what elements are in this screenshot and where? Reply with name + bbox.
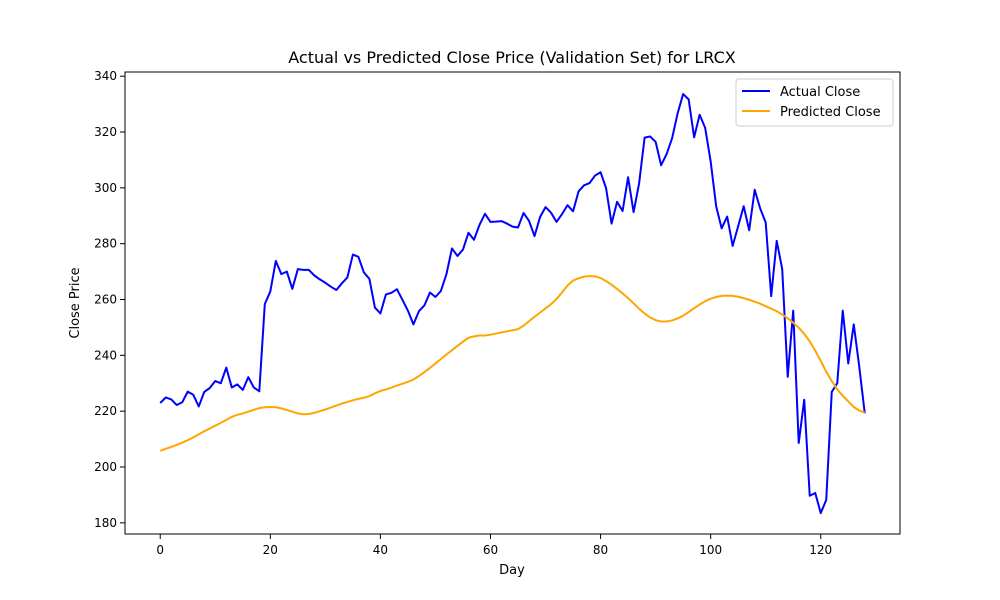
x-tick-label: 60 [483, 543, 498, 557]
axes-layer: 0 20 40 60 80 100 120 180 200 220 240 260 280 300 320 3… [94, 69, 832, 557]
x-tick-label: 40 [373, 543, 388, 557]
x-axis-label: Day [499, 563, 525, 578]
y-tick-label: 300 [94, 181, 117, 195]
legend-label-actual-close: Actual Close [780, 85, 860, 100]
y-tick-label: 320 [94, 125, 117, 139]
series-layer [159, 93, 866, 515]
legend-label-predicted-close: Predicted Close [780, 105, 881, 120]
y-tick-label: 280 [94, 237, 117, 251]
series-line-predicted-close [159, 275, 866, 452]
x-tick-label: 20 [263, 543, 278, 557]
x-tick-label: 100 [699, 543, 722, 557]
x-tick-label: 0 [156, 543, 164, 557]
legend-box [735, 78, 894, 127]
x-tick-label: 80 [593, 543, 608, 557]
y-tick-label: 260 [94, 293, 117, 307]
y-tick-label: 200 [94, 460, 117, 474]
y-tick-label: 240 [94, 348, 117, 362]
y-tick-label: 340 [94, 69, 117, 83]
y-tick-label: 180 [94, 516, 117, 530]
plot-frame [124, 71, 901, 535]
legend: Actual Close Predicted Close [735, 78, 894, 127]
y-tick-label: 220 [94, 404, 117, 418]
x-tick-label: 120 [809, 543, 832, 557]
y-axis-label: Close Price [68, 267, 83, 338]
chart-title: Actual vs Predicted Close Price (Validat… [288, 48, 736, 67]
series-line-actual-close [159, 93, 866, 515]
